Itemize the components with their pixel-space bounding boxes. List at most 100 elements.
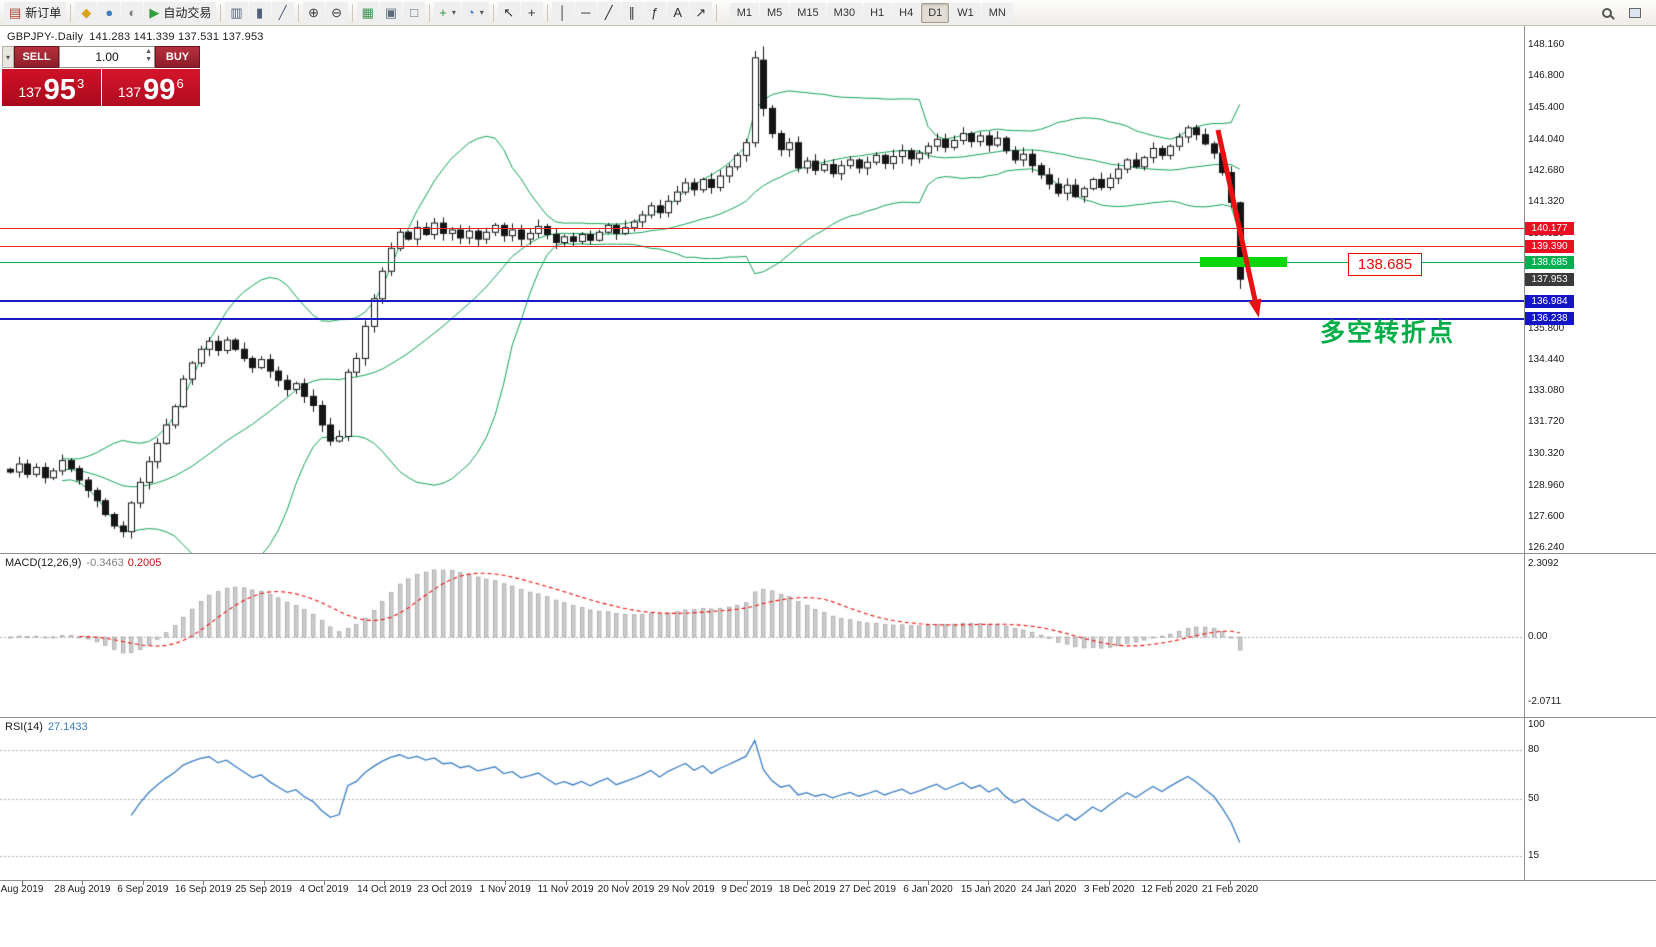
time-axis-tick [143,881,144,885]
volume-value: 1.00 [95,50,119,64]
pane-separator[interactable] [0,553,1656,554]
price-axis-tick: 142.680 [1528,164,1565,176]
candlestick-chart-button[interactable]: ▮ [248,1,271,24]
market-watch-button[interactable]: ● [98,1,121,24]
chart-shift-button[interactable]: □ [403,1,426,24]
toolbar-items: ▤ 新订单 ◆ ● ◐ ▶ 自动交易 ▥ ▮ ╱ ⊕ ⊖ ▦ ▣ □ + ▾ ◔ ▾ ↖ + │ ─ ╱ ∥ ƒ A ↗ [4,1,720,24]
price-chart-canvas[interactable] [0,26,1524,553]
time-axis-label: 18 Dec 2019 [778,884,836,895]
support-highlight-rectangle[interactable] [1200,257,1287,267]
price-axis-tick: 144.040 [1528,133,1565,145]
tile-windows-icon: ▦ [361,5,374,20]
symbol-title: GBPJPY-.Daily [7,31,84,43]
timeframe-m30-button[interactable]: M30 [826,2,863,23]
price-axis-tick: 148.160 [1528,39,1565,50]
price-axis-tick: 134.440 [1528,353,1565,365]
cursor-icon: ↖ [503,5,515,20]
time-axis-tick [928,881,929,885]
main-toolbar: ▤ 新订单 ◆ ● ◐ ▶ 自动交易 ▥ ▮ ╱ ⊕ ⊖ ▦ ▣ □ + ▾ ◔ ▾ ↖ + │ ─ ╱ ∥ ƒ A ↗ M1 M5 M1… [0,0,1656,26]
auto-scroll-button[interactable]: ▣ [379,1,403,24]
time-axis-label: 23 Oct 2019 [417,884,473,895]
time-axis-label: 11 Nov 2019 [537,884,594,895]
fibonacci-button[interactable]: ƒ [643,1,666,24]
cursor-button[interactable]: ↖ [497,1,520,24]
timeframe-h1-button[interactable]: H1 [863,2,892,23]
spinner-up-icon[interactable]: ▲ [145,48,152,55]
rsi-indicator-canvas[interactable] [0,718,1524,880]
search-button[interactable] [1596,2,1618,24]
arrows-tool-button[interactable]: ↗ [689,1,712,24]
data-window-button[interactable]: ◐ [121,1,144,24]
time-axis-tick [686,881,687,885]
horizontal-level-line[interactable] [0,318,1524,320]
dropdown-caret-icon: ▾ [479,8,484,17]
sell-price-button[interactable]: 137 95 3 [2,69,101,106]
time-axis-tick [82,881,83,885]
ohlc-values: 141.283 141.339 137.531 137.953 [89,31,264,43]
panel-collapse-icon[interactable]: ▾ [2,46,14,68]
metaeditor-button[interactable]: ◆ [75,1,98,24]
price-axis-tick: 127.600 [1528,510,1565,522]
buy-button[interactable]: BUY [155,46,200,68]
zoom-out-icon: ⊖ [331,5,343,20]
arrows-tool-icon: ↗ [695,5,707,20]
text-label-button[interactable]: A [666,1,689,24]
time-axis-tick [566,881,567,885]
line-chart-button[interactable]: ╱ [271,1,294,24]
macd-main-value: -0.3463 [86,557,124,569]
vertical-line-icon: │ [558,5,567,20]
toolbar-separator [220,3,222,22]
zoom-in-button[interactable]: ⊕ [302,1,325,24]
tile-windows-button[interactable]: ▦ [356,1,379,24]
time-axis-label: 16 Sep 2019 [174,884,232,895]
volume-input[interactable]: 1.00 ▲ ▼ [59,46,155,68]
chart-profiles-button[interactable]: ◔ ▾ [461,1,489,24]
autotrading-button[interactable]: ▶ 自动交易 [144,1,217,24]
quick-panel-button[interactable] [1624,2,1646,24]
pane-separator[interactable] [0,717,1656,718]
timeframe-mn-button[interactable]: MN [981,2,1013,23]
timeframe-d1-button[interactable]: D1 [921,2,950,23]
time-axis-label: 21 Feb 2020 [1201,884,1259,895]
horizontal-level-line[interactable] [0,300,1524,302]
horizontal-level-line[interactable] [0,262,1524,263]
timeframe-m15-button[interactable]: M15 [790,2,826,23]
toolbar-separator [70,3,72,22]
price-callout-label[interactable]: 138.685 [1348,253,1422,276]
trendline-button[interactable]: ╱ [597,1,620,24]
price-axis-tick: 128.960 [1528,479,1565,491]
time-axis-label: 1 Nov 2019 [479,884,531,895]
macd-signal-value: 0.2005 [127,557,162,569]
new-chart-button[interactable]: + ▾ [434,1,461,24]
horizontal-line-button[interactable]: ─ [574,1,597,24]
one-click-trade-panel: ▾ SELL 1.00 ▲ ▼ BUY 137 95 3 137 99 6 [2,46,200,106]
timeframe-m5-button[interactable]: M5 [759,2,790,23]
vertical-line-button[interactable]: │ [551,1,574,24]
timeframe-m1-button[interactable]: M1 [729,2,759,23]
rsi-axis-tick: 15 [1528,849,1540,861]
bar-chart-button[interactable]: ▥ [225,1,248,24]
rsi-axis-tick: 80 [1528,744,1540,756]
macd-axis-tick: 2.3092 [1528,558,1559,570]
timeframe-h4-button[interactable]: H4 [892,2,921,23]
new-order-icon: ▤ [9,5,22,20]
down-trend-arrow[interactable] [1200,120,1280,330]
text-label-icon: A [673,5,683,20]
crosshair-button[interactable]: + [520,1,543,24]
equidistant-channel-button[interactable]: ∥ [620,1,643,24]
timeframe-toolbar: M1 M5 M15 M30 H1 H4 D1 W1 MN [729,2,1013,23]
new-order-button[interactable]: ▤ 新订单 [4,1,67,24]
macd-indicator-canvas[interactable] [0,554,1524,716]
horizontal-level-line[interactable] [0,246,1524,247]
time-axis-tick [1049,881,1050,885]
zoom-out-button[interactable]: ⊖ [325,1,348,24]
sell-button[interactable]: SELL [14,46,59,68]
spinner-down-icon[interactable]: ▼ [145,56,152,63]
buy-price-button[interactable]: 137 99 6 [101,69,200,106]
timeframe-w1-button[interactable]: W1 [950,2,981,23]
toolbar-separator [297,3,299,22]
horizontal-level-line[interactable] [0,228,1524,229]
price-axis-tick: 126.240 [1528,541,1565,553]
macd-name: MACD(12,26,9) [5,557,82,569]
turning-point-text[interactable]: 多空转折点 [1320,319,1456,347]
